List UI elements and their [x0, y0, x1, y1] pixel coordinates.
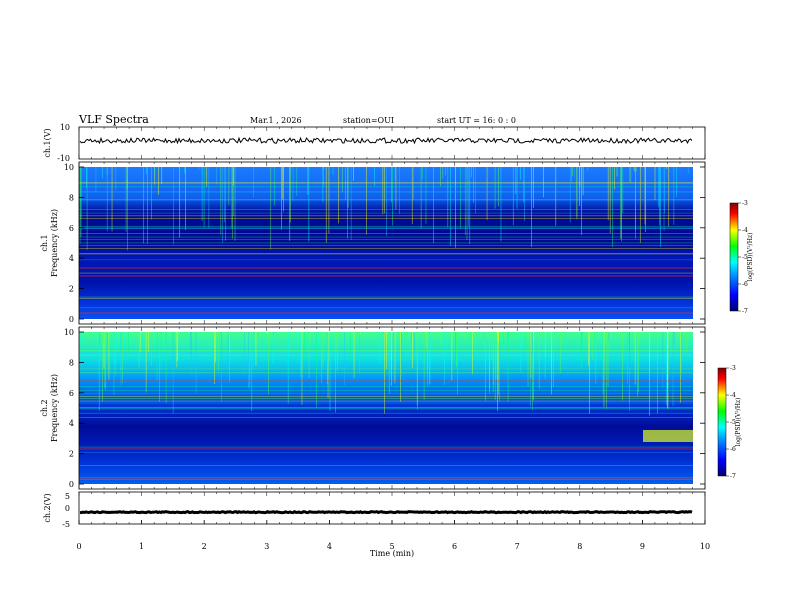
x-tick-label: 9 [640, 542, 645, 551]
ch2-spectrogram-band-segment [643, 430, 693, 442]
ch2-ytick-bottom: -5 [62, 520, 70, 529]
y-tick-label: 0 [69, 315, 74, 324]
ch1-waveform-ylabel: ch.1(V) [43, 128, 52, 157]
ch2-colorbar-ticks: -3 -4 -5 -6 -7 [726, 365, 736, 480]
ch2-ytick-top: 5 [65, 492, 70, 501]
ch2-spectrogram-ylabel-frequency: Frequency (kHz) [50, 374, 59, 442]
ch2-waveform-panel: 5 0 -5 ch.2(V) [43, 491, 706, 529]
ch1-spectrogram-ylabel-channel: ch.1 [40, 234, 49, 251]
x-tick-label: 1 [139, 542, 144, 551]
y-tick-label: 2 [69, 450, 74, 459]
y-tick-label: 10 [64, 163, 74, 172]
ch2-colorbar [717, 367, 727, 477]
ch2-waveform-ylabel: ch.2(V) [43, 493, 52, 522]
ch2-spectrogram-yticks: 0 2 4 6 8 10 [64, 328, 705, 489]
colorbar-tick-label: -7 [742, 308, 748, 315]
y-tick-label: 6 [69, 389, 74, 398]
colorbar-tick-label: -5 [730, 419, 736, 426]
ch1-waveform-trace [79, 136, 693, 145]
ch1-spectrogram-lines [79, 167, 693, 314]
colorbar-tick-label: -3 [730, 365, 736, 372]
ch1-spectrogram-ylabel-frequency: Frequency (kHz) [50, 209, 59, 277]
x-tick-label: 10 [700, 542, 710, 551]
date-label: Mar.1 , 2026 [250, 116, 302, 125]
x-tick-label: 3 [264, 542, 269, 551]
x-tick-label: 8 [577, 542, 582, 551]
y-tick-label: 4 [69, 419, 74, 428]
y-tick-label: 8 [69, 358, 74, 367]
y-tick-label: 10 [64, 328, 74, 337]
y-tick-label: 6 [69, 224, 74, 233]
ch1-colorbar [729, 202, 739, 312]
x-axis-ticks: 0 1 2 3 4 5 6 7 8 9 10 [76, 127, 710, 551]
ch2-colorbar-label: log(PSD)(V²/Hz) [735, 398, 742, 447]
y-tick-label: 4 [69, 254, 74, 263]
station-label: station=OUI [343, 116, 394, 125]
ch1-waveform-frame [78, 126, 706, 160]
x-axis-label: Time (min) [370, 549, 414, 558]
ch1-ytick-bottom: -10 [57, 154, 70, 163]
ch2-waveform-trace [79, 509, 693, 515]
ch2-waveform-frame [78, 491, 706, 525]
colorbar-tick-label: -4 [730, 392, 736, 399]
y-tick-label: 2 [69, 285, 74, 294]
ch2-spectrogram-lines [79, 332, 693, 480]
colorbar-tick-label: -4 [742, 227, 748, 234]
colorbar-tick-label: -5 [742, 254, 748, 261]
colorbar-tick-label: -6 [730, 446, 736, 453]
ch1-spectrogram-yticks: 0 2 4 6 8 10 [64, 163, 705, 324]
ch1-waveform-panel: 10 -10 ch.1(V) [43, 123, 706, 163]
y-tick-label: 8 [69, 193, 74, 202]
x-tick-label: 6 [452, 542, 457, 551]
ch2-ytick-mid: 0 [65, 504, 70, 513]
ch1-colorbar-ticks: -3 -4 -5 -6 -7 [738, 200, 748, 315]
ch1-colorbar-label: log(PSD)(V²/Hz) [747, 233, 754, 282]
y-tick-label: 0 [69, 480, 74, 489]
ch1-ytick-top: 10 [60, 123, 70, 132]
x-tick-label: 5 [389, 542, 394, 551]
x-tick-label: 4 [327, 542, 332, 551]
colorbar-tick-label: -6 [742, 281, 748, 288]
x-tick-label: 7 [515, 542, 520, 551]
x-tick-label: 0 [76, 542, 81, 551]
x-tick-label: 2 [202, 542, 207, 551]
ch2-spectrogram-ylabel-channel: ch.2 [40, 399, 49, 416]
colorbar-tick-label: -3 [742, 200, 748, 207]
start-time-label: start UT = 16: 0 : 0 [437, 116, 516, 125]
colorbar-tick-label: -7 [730, 473, 736, 480]
figure-title: VLF Spectra [78, 113, 149, 126]
